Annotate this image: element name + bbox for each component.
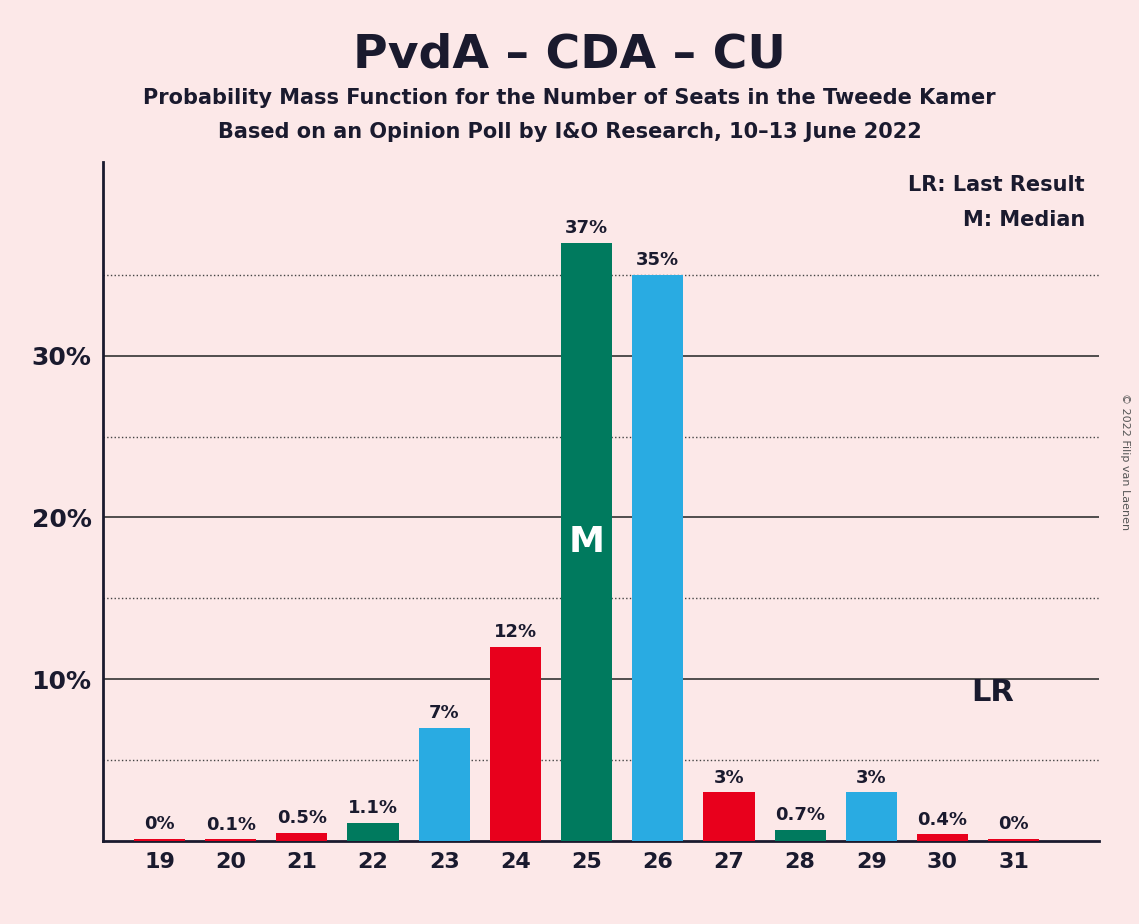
Text: 3%: 3%	[714, 769, 744, 786]
Bar	[632, 275, 683, 841]
Text: 0.4%: 0.4%	[918, 810, 967, 829]
Text: 0%: 0%	[145, 815, 174, 833]
Bar	[347, 823, 399, 841]
Bar	[846, 793, 898, 841]
Bar	[419, 728, 470, 841]
Text: PvdA – CDA – CU: PvdA – CDA – CU	[353, 32, 786, 78]
Bar	[134, 839, 186, 841]
Text: LR: Last Result: LR: Last Result	[908, 175, 1084, 195]
Text: 0.5%: 0.5%	[277, 809, 327, 827]
Text: 0.7%: 0.7%	[776, 806, 825, 824]
Bar	[917, 834, 968, 841]
Bar	[277, 833, 328, 841]
Bar	[775, 830, 826, 841]
Bar	[205, 839, 256, 841]
Text: © 2022 Filip van Laenen: © 2022 Filip van Laenen	[1121, 394, 1130, 530]
Text: M: Median: M: Median	[962, 211, 1084, 230]
Bar	[490, 647, 541, 841]
Text: 0%: 0%	[999, 815, 1029, 833]
Text: LR: LR	[970, 677, 1014, 707]
Bar	[704, 793, 755, 841]
Text: 0.1%: 0.1%	[206, 816, 255, 833]
Text: Probability Mass Function for the Number of Seats in the Tweede Kamer: Probability Mass Function for the Number…	[144, 88, 995, 108]
Bar	[562, 243, 613, 841]
Text: 37%: 37%	[565, 219, 608, 237]
Text: 35%: 35%	[637, 251, 679, 269]
Bar	[988, 839, 1039, 841]
Text: 7%: 7%	[429, 704, 459, 722]
Text: Based on an Opinion Poll by I&O Research, 10–13 June 2022: Based on an Opinion Poll by I&O Research…	[218, 122, 921, 142]
Text: 3%: 3%	[857, 769, 886, 786]
Text: M: M	[568, 525, 605, 559]
Text: 12%: 12%	[494, 623, 536, 641]
Text: 1.1%: 1.1%	[349, 799, 398, 818]
